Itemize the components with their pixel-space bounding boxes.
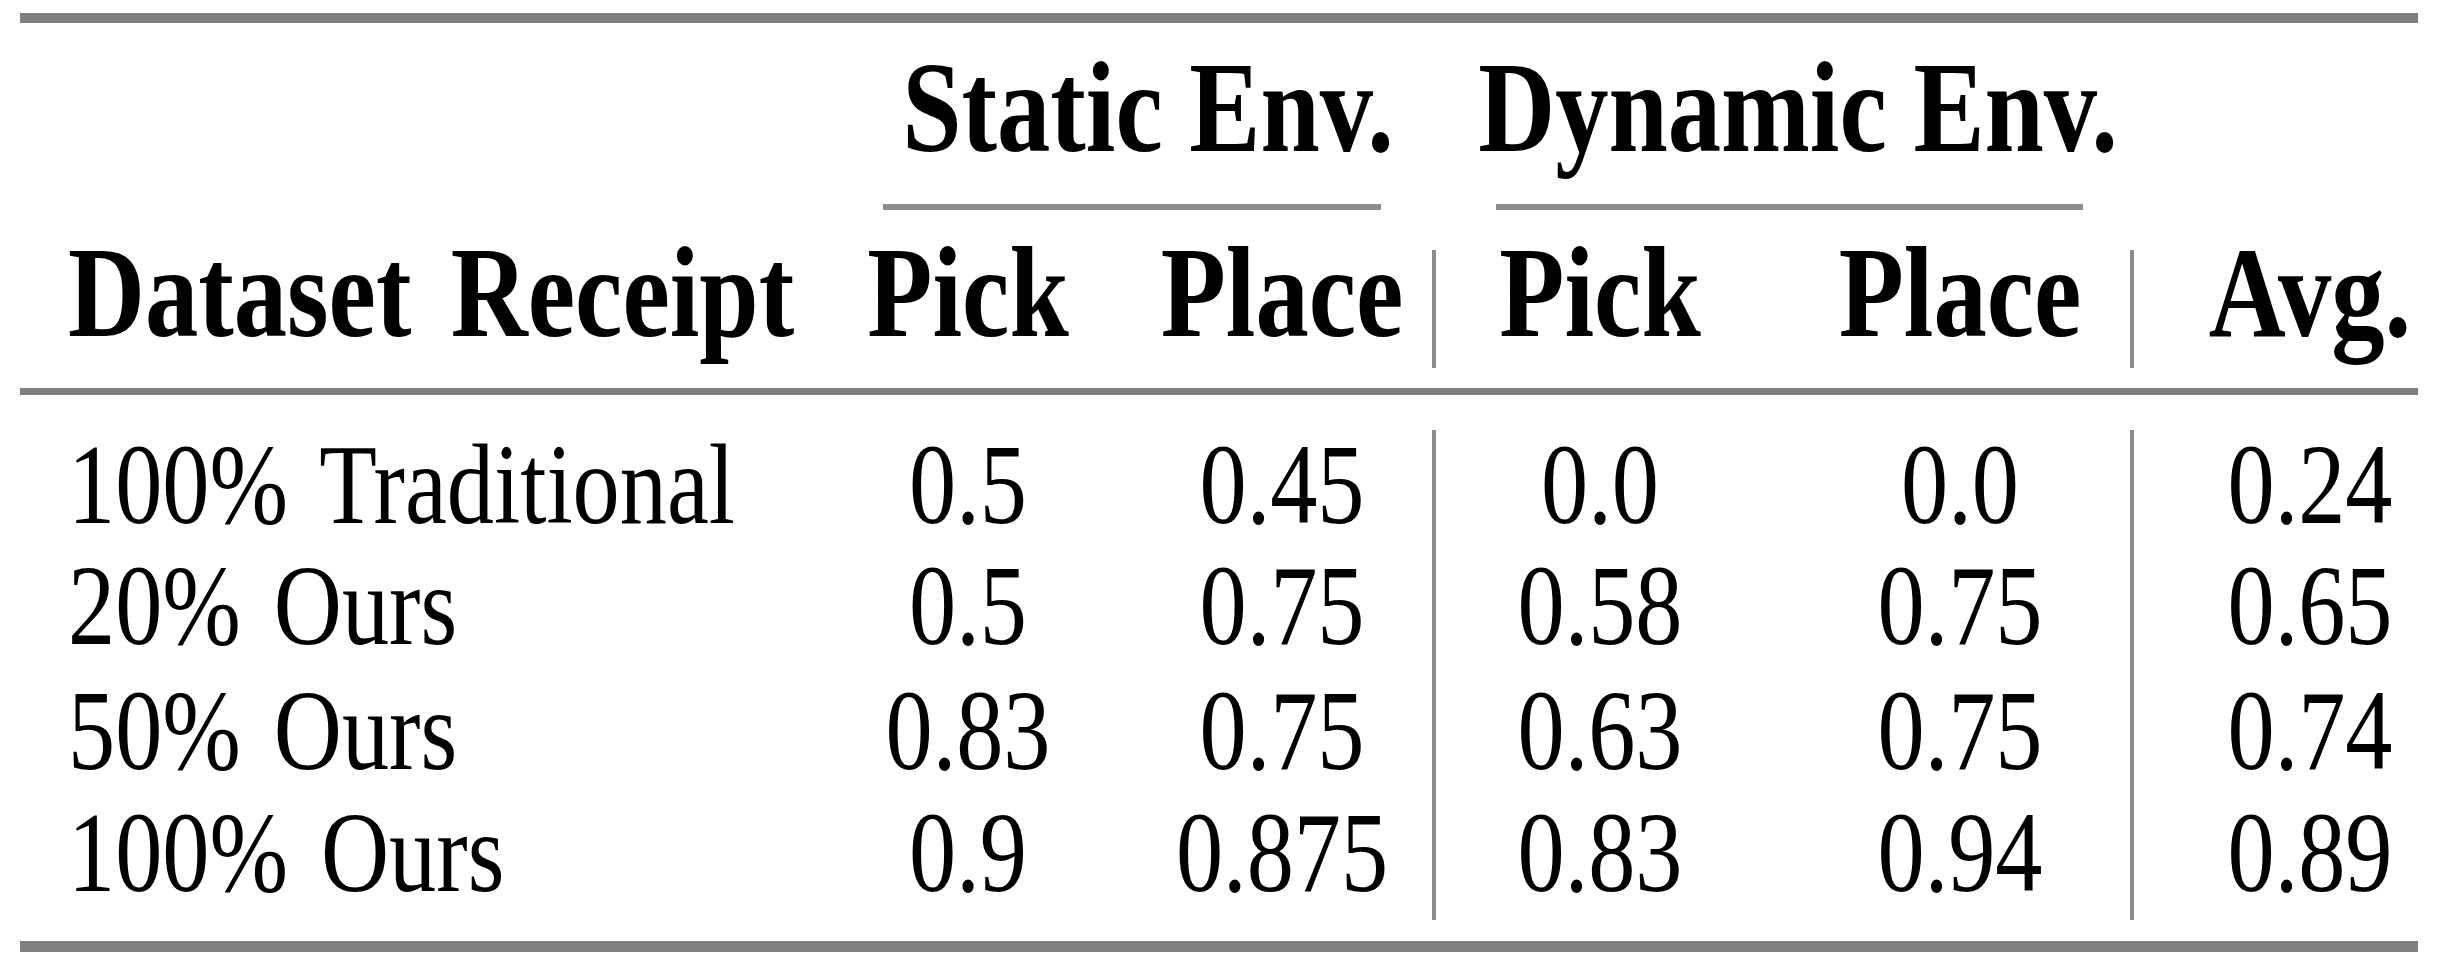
cell-static-place: 0.45: [1181, 427, 1382, 542]
rule-middle: [20, 388, 2418, 395]
row-label: 100% Traditional: [68, 427, 881, 542]
rule-top: [20, 13, 2418, 23]
cell-avg: 0.24: [2209, 427, 2410, 542]
cell-avg: 0.65: [2209, 548, 2410, 663]
static-env-underline: [883, 204, 1381, 210]
cell-avg: 0.89: [2209, 795, 2410, 910]
cell-dynamic-pick: 0.83: [1499, 795, 1700, 910]
vertical-divider-1-header: [1432, 250, 1436, 368]
column-header-dynamic-place: Place: [1812, 227, 2108, 357]
cell-static-place: 0.875: [1153, 795, 1412, 910]
cell-static-pick: 0.9: [896, 795, 1040, 910]
vertical-divider-2-header: [2130, 250, 2134, 368]
vertical-divider-2-body: [2130, 430, 2134, 920]
vertical-divider-1-body: [1432, 430, 1436, 920]
row-label: 20% Ours: [68, 548, 543, 663]
cell-dynamic-pick: 0.58: [1499, 548, 1700, 663]
cell-dynamic-pick: 0.63: [1499, 673, 1700, 788]
cell-dynamic-place: 0.75: [1859, 673, 2060, 788]
group-header-dynamic-env: Dynamic Env.: [1408, 42, 2188, 172]
row-label: 50% Ours: [68, 673, 543, 788]
column-header-dynamic-pick: Pick: [1477, 227, 1723, 357]
cell-dynamic-place: 0.0: [1888, 427, 2032, 542]
cell-static-pick: 0.5: [896, 427, 1040, 542]
column-header-avg: Avg.: [2187, 227, 2434, 357]
column-header-static-pick: Pick: [845, 227, 1091, 357]
cell-dynamic-place: 0.94: [1859, 795, 2060, 910]
column-header-dataset-receipt: Dataset Receipt: [68, 227, 954, 357]
group-header-static-env: Static Env.: [848, 42, 1448, 172]
results-table: Static Env. Dynamic Env. Dataset Receipt…: [0, 0, 2440, 966]
row-label: 100% Ours: [68, 795, 600, 910]
cell-static-pick: 0.5: [896, 548, 1040, 663]
cell-static-place: 0.75: [1181, 673, 1382, 788]
cell-static-pick: 0.83: [867, 673, 1068, 788]
column-header-static-place: Place: [1134, 227, 1430, 357]
cell-dynamic-place: 0.75: [1859, 548, 2060, 663]
rule-bottom: [20, 941, 2418, 952]
dynamic-env-underline: [1496, 204, 2083, 210]
cell-avg: 0.74: [2209, 673, 2410, 788]
cell-dynamic-pick: 0.0: [1528, 427, 1672, 542]
cell-static-place: 0.75: [1181, 548, 1382, 663]
